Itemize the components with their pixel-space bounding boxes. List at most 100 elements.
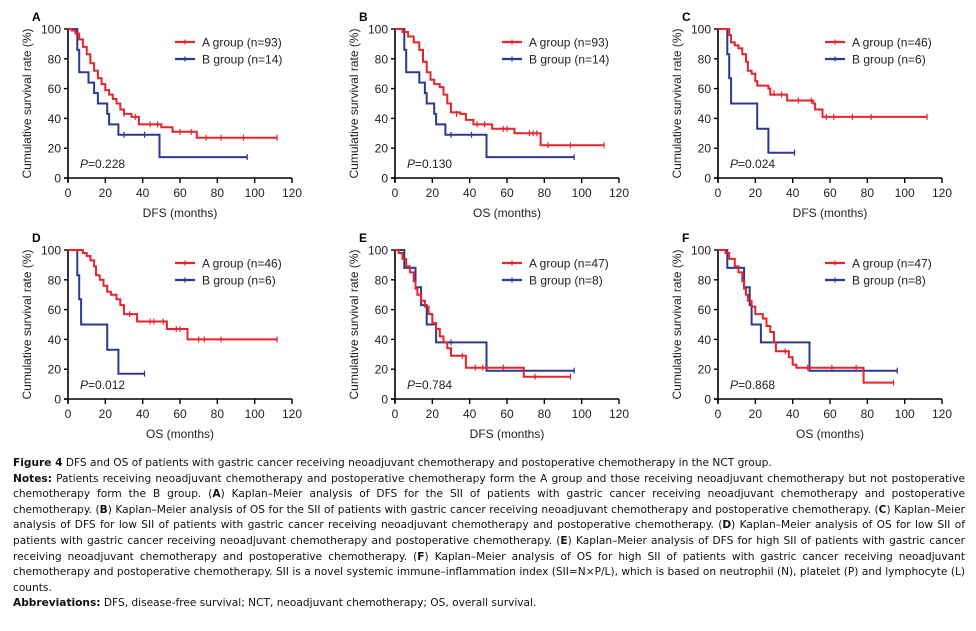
x-tick-label: 120 [282,407,302,421]
x-tick-label: 60 [823,407,837,421]
caption-notes: Notes: Patients receiving neoadjuvant ch… [13,472,965,597]
panel-letter: C [682,10,691,24]
y-tick-label: 60 [48,303,62,317]
notes-panel-ref: D [722,519,732,532]
km-curve-b-group [395,28,575,159]
x-tick-label: 0 [65,186,72,200]
legend-label-b: B group (n=6) [852,53,926,67]
x-tick-label: 80 [538,407,552,421]
y-tick-label: 80 [698,273,712,287]
notes-panel-ref: C [878,503,887,516]
notes-segment: ) Kaplan–Meier analysis of DFS for low S… [13,503,965,532]
figure-label: Figure 4 [13,457,63,469]
x-tick-label: 100 [572,407,592,421]
y-tick-label: 0 [704,172,711,186]
panel-d: D 0 20 40 60 80 100 0 20 40 60 80 100 120 OS (months) C… [0,221,325,443]
x-tick-label: 100 [245,407,265,421]
p-symbol: P [407,378,415,392]
p-value: P=0.784 [407,378,452,392]
y-axis-title: Cumulative survival rate (%) [670,28,684,178]
y-tick-label: 100 [368,244,388,258]
y-axis-title: Cumulative survival rate (%) [20,28,34,178]
legend-label-b: B group (n=8) [852,274,926,288]
legend-label-a: A group (n=46) [202,257,282,271]
p-symbol: P [407,157,415,171]
x-tick-label: 60 [500,186,514,200]
km-curve-a-group [68,249,278,341]
y-tick-label: 40 [48,112,62,126]
x-tick-label: 100 [895,186,915,200]
x-tick-label: 40 [463,407,477,421]
notes-panel-ref: A [212,488,221,501]
km-curve-a-group [395,28,605,147]
p-value: P=0.012 [80,378,125,392]
x-tick-label: 60 [173,407,187,421]
x-tick-label: 120 [609,186,629,200]
x-tick-label: 0 [715,407,722,421]
notes-segment: ) Kaplan–Meier analysis of OS for low SI… [13,519,965,547]
notes-segment: ) Kaplan–Meier analysis of OS for high S… [13,550,965,594]
p-value-number: =0.228 [88,157,125,171]
x-tick-label: 40 [136,186,150,200]
x-tick-label: 0 [715,186,722,200]
x-tick-label: 100 [572,186,592,200]
x-tick-label: 60 [173,186,187,200]
x-tick-label: 20 [749,407,763,421]
y-tick-label: 0 [381,393,388,407]
x-tick-label: 0 [65,407,72,421]
panel-b: B 0 20 40 60 80 100 0 20 40 60 80 100 120 OS (months) C… [327,0,652,222]
p-symbol: P [80,157,88,171]
x-tick-label: 0 [392,186,399,200]
km-figure: A 0 20 40 60 80 100 0 20 40 60 80 100 120 DFS (months)… [0,0,975,443]
x-tick-label: 80 [211,407,225,421]
y-tick-label: 0 [381,172,388,186]
notes-segment: ) Kaplan–Meier analysis of OS for the SI… [107,503,879,516]
caption-title-line: Figure 4 DFS and OS of patients with gas… [13,456,965,472]
panel-letter: D [32,231,41,245]
legend-label-b: B group (n=14) [529,53,609,67]
x-tick-label: 120 [282,186,302,200]
panel-letter: F [682,231,689,245]
y-tick-label: 40 [698,333,712,347]
panel-letter: B [359,10,368,24]
x-tick-label: 20 [426,186,440,200]
p-value-number: =0.868 [738,378,775,392]
x-tick-label: 20 [99,407,113,421]
x-tick-label: 40 [463,186,477,200]
legend-label-a: A group (n=93) [529,36,609,50]
y-tick-label: 60 [698,82,712,96]
x-axis-title: DFS (months) [470,427,545,441]
panel-f: F 0 20 40 60 80 100 0 20 40 60 80 100 120 OS (months) C… [650,221,975,443]
y-axis-title: Cumulative survival rate (%) [20,249,34,399]
y-tick-label: 100 [41,23,61,37]
y-axis-title: Cumulative survival rate (%) [347,28,361,178]
x-axis-title: DFS (months) [143,206,218,220]
notes-segment: Patients receiving neoadjuvant chemother… [13,472,965,501]
x-tick-label: 100 [245,186,265,200]
notes-segment: ) Kaplan–Meier analysis of DFS for high … [13,534,965,563]
figure-caption: Figure 4 DFS and OS of patients with gas… [13,456,965,612]
km-curve-a-group [68,28,278,139]
x-tick-label: 60 [500,407,514,421]
x-tick-label: 40 [786,186,800,200]
p-value-number: =0.012 [88,378,125,392]
y-tick-label: 20 [698,363,712,377]
panel-letter: A [32,10,41,24]
x-tick-label: 0 [392,407,399,421]
x-tick-label: 20 [749,186,763,200]
legend-label-a: A group (n=93) [202,36,282,50]
x-tick-label: 120 [932,407,952,421]
p-symbol: P [80,378,88,392]
p-symbol: P [730,378,738,392]
y-tick-label: 60 [375,303,389,317]
y-tick-label: 80 [375,273,389,287]
legend-label-a: A group (n=47) [852,257,932,271]
km-curve-a-group [395,249,571,378]
y-tick-label: 80 [375,52,389,66]
x-axis-title: OS (months) [146,427,214,441]
p-value: P=0.024 [730,157,775,171]
x-tick-label: 120 [932,186,952,200]
km-curve-b-group [68,249,145,375]
legend-label-a: A group (n=47) [529,257,609,271]
km-plot: C 0 20 40 60 80 100 0 20 40 60 80 100 120 DFS (months)… [670,10,952,220]
